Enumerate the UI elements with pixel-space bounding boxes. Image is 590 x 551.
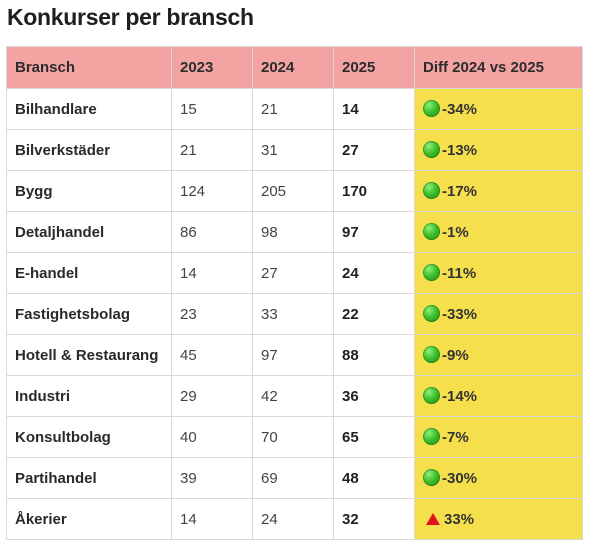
table-body: Bilhandlare 15 21 14 -34% Bilverkstäder 21 31 27… <box>6 88 583 540</box>
page-title: Konkurser per bransch <box>7 4 254 30</box>
value-2023-cell: 14 <box>171 252 253 294</box>
green-circle-icon <box>423 346 440 363</box>
column-header-diff: Diff 2024 vs 2025 <box>414 46 583 89</box>
diff-value: -14% <box>442 388 478 405</box>
bransch-cell: Industri <box>6 375 172 417</box>
table-row: Partihandel 39 69 48 -30% <box>6 457 583 499</box>
value-2024-cell: 24 <box>252 498 334 540</box>
value-2023-cell: 39 <box>171 457 253 499</box>
diff-cell: 33% <box>414 498 583 540</box>
diff-value: -13% <box>442 142 478 159</box>
value-2024-cell: 70 <box>252 416 334 458</box>
green-circle-icon <box>423 182 440 199</box>
bransch-cell: Partihandel <box>6 457 172 499</box>
table-row: E-handel 14 27 24 -11% <box>6 252 583 294</box>
value-2024-cell: 97 <box>252 334 334 376</box>
value-2024-cell: 21 <box>252 88 334 130</box>
table-row: Bilhandlare 15 21 14 -34% <box>6 88 583 130</box>
green-circle-icon <box>423 264 440 281</box>
bransch-cell: Konsultbolag <box>6 416 172 458</box>
diff-cell: -14% <box>414 375 583 417</box>
value-2025-cell: 48 <box>333 457 415 499</box>
column-header-2023: 2023 <box>171 46 253 89</box>
table-row: Konsultbolag 40 70 65 -7% <box>6 416 583 458</box>
value-2025-cell: 22 <box>333 293 415 335</box>
bransch-cell: Åkerier <box>6 498 172 540</box>
diff-cell: -7% <box>414 416 583 458</box>
table-row: Fastighetsbolag 23 33 22 -33% <box>6 293 583 335</box>
value-2025-cell: 65 <box>333 416 415 458</box>
value-2025-cell: 14 <box>333 88 415 130</box>
diff-value: -9% <box>442 347 469 364</box>
value-2025-cell: 97 <box>333 211 415 253</box>
diff-value: -17% <box>442 183 478 200</box>
table-row: Industri 29 42 36 -14% <box>6 375 583 417</box>
diff-value: -11% <box>442 265 477 282</box>
diff-cell: -17% <box>414 170 583 212</box>
diff-cell: -13% <box>414 129 583 171</box>
value-2023-cell: 21 <box>171 129 253 171</box>
bransch-cell: E-handel <box>6 252 172 294</box>
bransch-cell: Bilverkstäder <box>6 129 172 171</box>
green-circle-icon <box>423 223 440 240</box>
value-2024-cell: 205 <box>252 170 334 212</box>
column-header-2024: 2024 <box>252 46 334 89</box>
column-header-2025: 2025 <box>333 46 415 89</box>
table-row: Bilverkstäder 21 31 27 -13% <box>6 129 583 171</box>
diff-value: -33% <box>442 306 478 323</box>
value-2024-cell: 33 <box>252 293 334 335</box>
green-circle-icon <box>423 305 440 322</box>
green-circle-icon <box>423 428 440 445</box>
diff-value: -34% <box>442 101 478 118</box>
value-2025-cell: 36 <box>333 375 415 417</box>
value-2025-cell: 170 <box>333 170 415 212</box>
diff-value: 33% <box>444 510 475 528</box>
column-header-bransch: Bransch <box>6 46 172 89</box>
diff-cell: -9% <box>414 334 583 376</box>
bransch-cell: Fastighetsbolag <box>6 293 172 335</box>
bransch-cell: Hotell & Restaurang <box>6 334 172 376</box>
diff-value: -30% <box>442 470 478 487</box>
value-2023-cell: 15 <box>171 88 253 130</box>
value-2024-cell: 31 <box>252 129 334 171</box>
diff-cell: -30% <box>414 457 583 499</box>
value-2024-cell: 27 <box>252 252 334 294</box>
green-circle-icon <box>423 100 440 117</box>
value-2024-cell: 69 <box>252 457 334 499</box>
value-2023-cell: 86 <box>171 211 253 253</box>
green-circle-icon <box>423 387 440 404</box>
diff-cell: -1% <box>414 211 583 253</box>
table-row: Bygg 124 205 170 -17% <box>6 170 583 212</box>
diff-value: -1% <box>442 224 469 241</box>
value-2023-cell: 40 <box>171 416 253 458</box>
table-row: Hotell & Restaurang 45 97 88 -9% <box>6 334 583 376</box>
red-triangle-up-icon <box>426 512 440 525</box>
green-circle-icon <box>423 141 440 158</box>
value-2024-cell: 42 <box>252 375 334 417</box>
value-2025-cell: 32 <box>333 498 415 540</box>
diff-cell: -11% <box>414 252 583 294</box>
value-2023-cell: 124 <box>171 170 253 212</box>
bransch-cell: Bilhandlare <box>6 88 172 130</box>
diff-cell: -34% <box>414 88 583 130</box>
diff-value: -7% <box>442 429 469 446</box>
value-2025-cell: 27 <box>333 129 415 171</box>
value-2023-cell: 14 <box>171 498 253 540</box>
table-row: Detaljhandel 86 98 97 -1% <box>6 211 583 253</box>
green-circle-icon <box>423 469 440 486</box>
value-2023-cell: 45 <box>171 334 253 376</box>
table-row: Åkerier 14 24 32 33% <box>6 498 583 540</box>
value-2025-cell: 88 <box>333 334 415 376</box>
header-row: Bransch 2023 2024 2025 Diff 2024 vs 2025 <box>6 46 583 89</box>
value-2025-cell: 24 <box>333 252 415 294</box>
bransch-cell: Detaljhandel <box>6 211 172 253</box>
diff-cell: -33% <box>414 293 583 335</box>
bransch-cell: Bygg <box>6 170 172 212</box>
value-2023-cell: 29 <box>171 375 253 417</box>
value-2024-cell: 98 <box>252 211 334 253</box>
value-2023-cell: 23 <box>171 293 253 335</box>
bankruptcy-table: Bransch 2023 2024 2025 Diff 2024 vs 2025… <box>6 46 583 540</box>
